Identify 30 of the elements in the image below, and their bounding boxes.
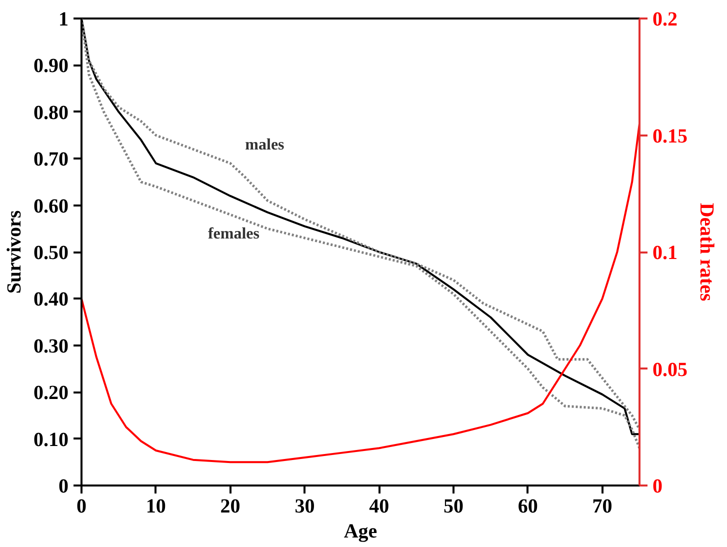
y-tick-label: 0.80 xyxy=(34,102,68,124)
x-axis-title: Age xyxy=(344,520,378,542)
y-axis-title: Survivors xyxy=(4,210,26,294)
y2-tick-label: 0.15 xyxy=(652,125,688,148)
y2-axis-title: Death rates xyxy=(696,202,718,302)
y-tick-label: 0 xyxy=(58,476,68,498)
x-tick-label: 10 xyxy=(146,496,166,518)
y2-tick-label: 0.2 xyxy=(652,8,678,30)
y-tick-label: 0.10 xyxy=(34,428,68,451)
x-tick-label: 0 xyxy=(76,496,86,518)
y-tick-label: 0.60 xyxy=(34,195,68,218)
x-tick-label: 20 xyxy=(220,496,240,518)
x-tick-label: 60 xyxy=(518,496,538,518)
x-tick-label: 50 xyxy=(444,496,464,518)
y-tick-label: 0.90 xyxy=(34,55,68,78)
y2-tick-label: 0.1 xyxy=(652,242,678,264)
x-tick-label: 40 xyxy=(369,496,390,518)
y2-tick-label: 0.05 xyxy=(652,358,688,381)
y-tick-label: 0.30 xyxy=(34,335,68,358)
y-tick-label: 0.40 xyxy=(34,288,68,311)
y2-tick-label: 0 xyxy=(652,476,662,498)
y-tick-label: 0.50 xyxy=(34,242,68,264)
series-label: males xyxy=(245,136,284,154)
x-tick-label: 30 xyxy=(294,496,315,518)
x-tick-label: 70 xyxy=(592,496,612,518)
series-label: females xyxy=(208,226,260,243)
y-tick-label: 1 xyxy=(58,8,68,30)
line-series xyxy=(82,122,640,464)
y-tick-label: 0.20 xyxy=(34,382,68,404)
y-tick-label: 0.70 xyxy=(34,148,68,171)
